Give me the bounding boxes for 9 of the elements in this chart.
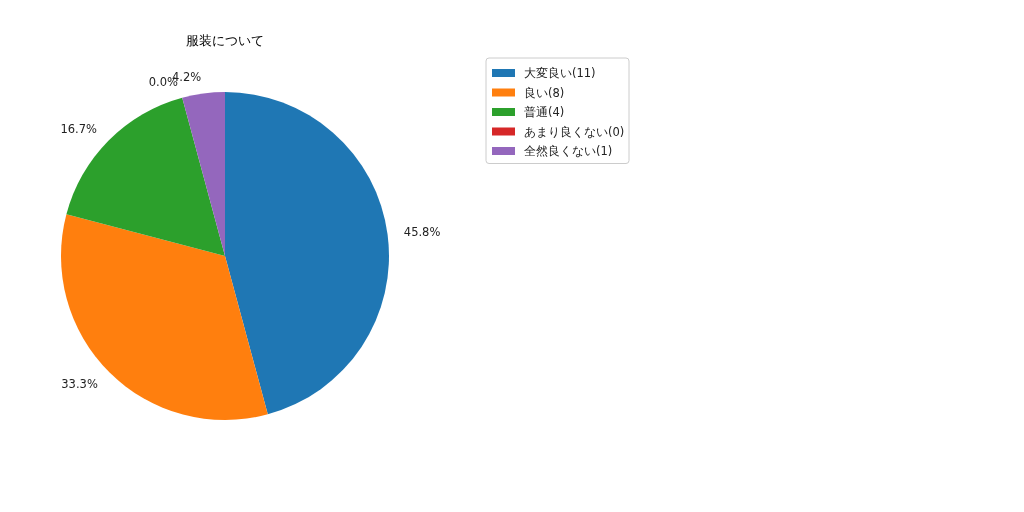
legend-label: 大変良い(11) xyxy=(524,66,596,80)
legend-label: 全然良くない(1) xyxy=(524,144,613,158)
data-label: 16.7% xyxy=(60,121,98,136)
legend-label: 良い(8) xyxy=(524,85,565,100)
legend-label: 普通(4) xyxy=(524,105,565,119)
data-label: 33.3% xyxy=(61,376,98,391)
data-label: 45.8% xyxy=(403,225,441,240)
legend-label: あまり良くない(0) xyxy=(524,124,625,139)
chart-title: 服装について xyxy=(186,33,264,48)
